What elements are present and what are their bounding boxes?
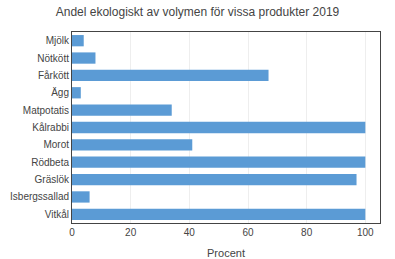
svg-text:0: 0: [69, 227, 75, 238]
svg-text:100: 100: [357, 227, 374, 238]
svg-text:40: 40: [184, 227, 196, 238]
svg-text:60: 60: [242, 227, 254, 238]
svg-text:Isbergssallad: Isbergssallad: [10, 191, 69, 202]
svg-text:Procent: Procent: [207, 247, 245, 259]
svg-text:80: 80: [301, 227, 313, 238]
svg-text:Gräslök: Gräslök: [35, 174, 70, 185]
svg-text:Vitkål: Vitkål: [45, 209, 69, 220]
svg-text:Kålrabbi: Kålrabbi: [32, 122, 69, 133]
svg-text:Mjölk: Mjölk: [46, 35, 70, 46]
svg-text:Nötkött: Nötkött: [37, 53, 69, 64]
svg-text:Matpotatis: Matpotatis: [23, 105, 69, 116]
svg-text:20: 20: [125, 227, 137, 238]
svg-text:Morot: Morot: [43, 139, 69, 150]
svg-text:Andel ekologiskt av volymen fö: Andel ekologiskt av volymen för vissa pr…: [56, 5, 340, 19]
svg-text:Ägg: Ägg: [51, 87, 69, 98]
svg-text:Fårkött: Fårkött: [38, 70, 69, 81]
svg-text:Rödbeta: Rödbeta: [31, 157, 69, 168]
